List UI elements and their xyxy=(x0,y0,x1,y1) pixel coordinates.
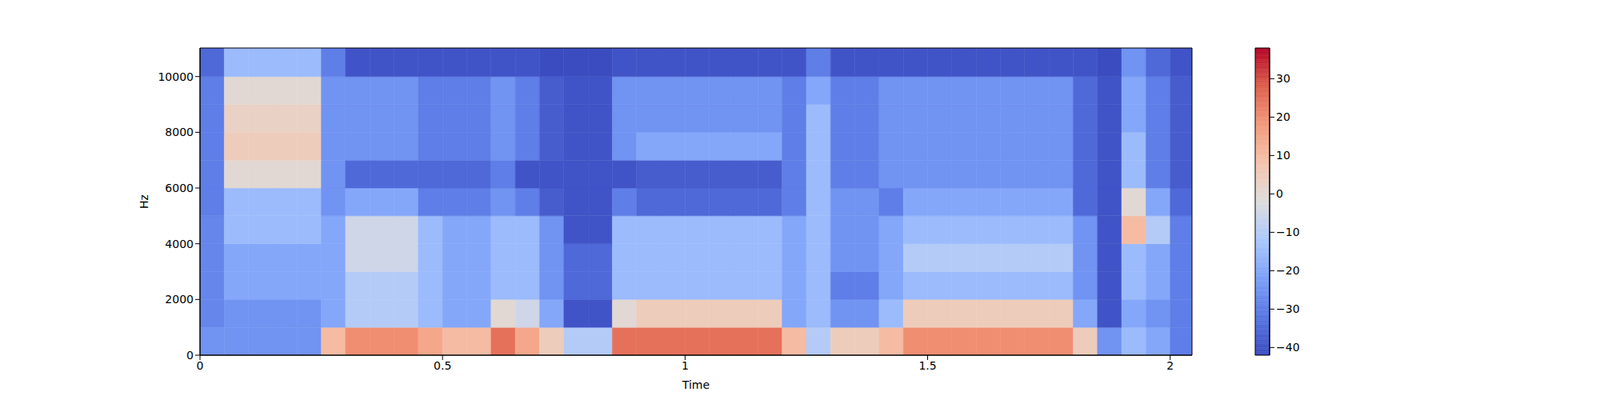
svg-text:−30: −30 xyxy=(1276,302,1300,316)
svg-text:−20: −20 xyxy=(1276,264,1300,277)
svg-text:10: 10 xyxy=(1276,148,1291,162)
svg-text:0.5: 0.5 xyxy=(433,359,452,372)
svg-text:6000: 6000 xyxy=(164,181,194,195)
svg-text:−40: −40 xyxy=(1276,340,1300,354)
svg-text:−10: −10 xyxy=(1276,225,1300,239)
svg-text:Hz: Hz xyxy=(137,194,151,209)
svg-text:2000: 2000 xyxy=(164,292,194,306)
svg-text:30: 30 xyxy=(1276,72,1291,85)
svg-text:0: 0 xyxy=(186,348,194,362)
svg-text:20: 20 xyxy=(1276,110,1291,124)
svg-text:1.5: 1.5 xyxy=(918,359,936,372)
svg-text:4000: 4000 xyxy=(164,237,194,251)
svg-text:8000: 8000 xyxy=(164,125,194,139)
svg-text:0: 0 xyxy=(196,359,204,372)
svg-text:2: 2 xyxy=(1166,359,1174,372)
svg-text:0: 0 xyxy=(1276,187,1284,200)
svg-text:10000: 10000 xyxy=(157,70,194,84)
svg-text:Time: Time xyxy=(681,378,710,392)
svg-text:1: 1 xyxy=(681,359,689,372)
